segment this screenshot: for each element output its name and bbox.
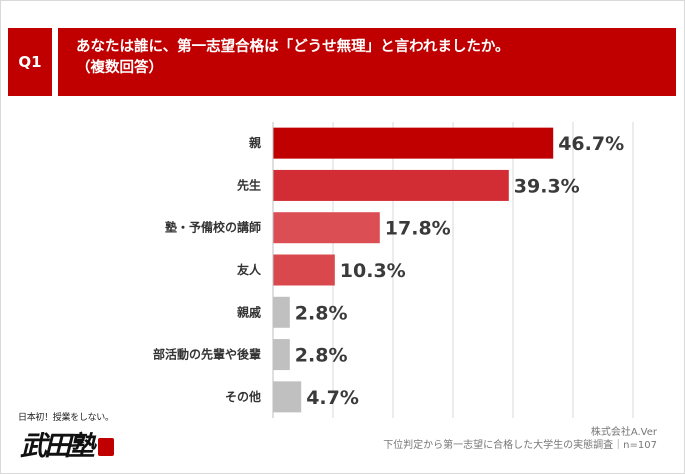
value-label: 2.8% bbox=[295, 345, 348, 367]
question-header: あなたは誰に、第一志望合格は「どうせ無理」と言われましたか。 （複数回答） bbox=[58, 28, 676, 96]
question-badge: Q1 bbox=[8, 28, 52, 96]
footer-company: 株式会社A.Ver bbox=[590, 427, 657, 438]
category-label: 先生 bbox=[237, 177, 261, 192]
value-label: 10.3% bbox=[340, 260, 406, 282]
bar bbox=[273, 254, 335, 286]
value-label: 17.8% bbox=[385, 218, 451, 240]
category-label: 友人 bbox=[236, 262, 262, 277]
brand-logo: 日本初！授業をしない。 武田塾 bbox=[18, 410, 128, 462]
bar bbox=[273, 296, 290, 328]
bar bbox=[273, 381, 302, 413]
question-text-line2: （複数回答） bbox=[76, 60, 163, 76]
bar bbox=[273, 169, 509, 201]
value-label: 39.3% bbox=[514, 175, 580, 197]
value-label: 2.8% bbox=[295, 302, 348, 324]
logo-name: 武田塾 bbox=[20, 431, 95, 462]
bar bbox=[273, 339, 290, 371]
category-label: 親 bbox=[249, 135, 261, 150]
category-label: 塾・予備校の講師 bbox=[165, 220, 261, 235]
question-text-line1: あなたは誰に、第一志望合格は「どうせ無理」と言われましたか。 bbox=[76, 39, 510, 55]
value-label: 46.7% bbox=[558, 133, 624, 155]
bar bbox=[273, 212, 380, 244]
category-label: その他 bbox=[225, 389, 261, 404]
logo-seal bbox=[98, 438, 114, 456]
bar bbox=[273, 127, 554, 159]
question-number: Q1 bbox=[18, 53, 42, 71]
footer-survey-note: 下位判定から第一志望に合格した大学生の実態調査｜n=107 bbox=[383, 440, 657, 451]
chart-footer: 株式会社A.Ver 下位判定から第一志望に合格した大学生の実態調査｜n=107 bbox=[383, 426, 657, 452]
logo-tagline: 日本初！授業をしない。 bbox=[18, 413, 114, 423]
category-label: 親戚 bbox=[237, 304, 261, 319]
value-label: 4.7% bbox=[306, 387, 359, 409]
category-label: 部活動の先輩や後輩 bbox=[153, 347, 261, 362]
